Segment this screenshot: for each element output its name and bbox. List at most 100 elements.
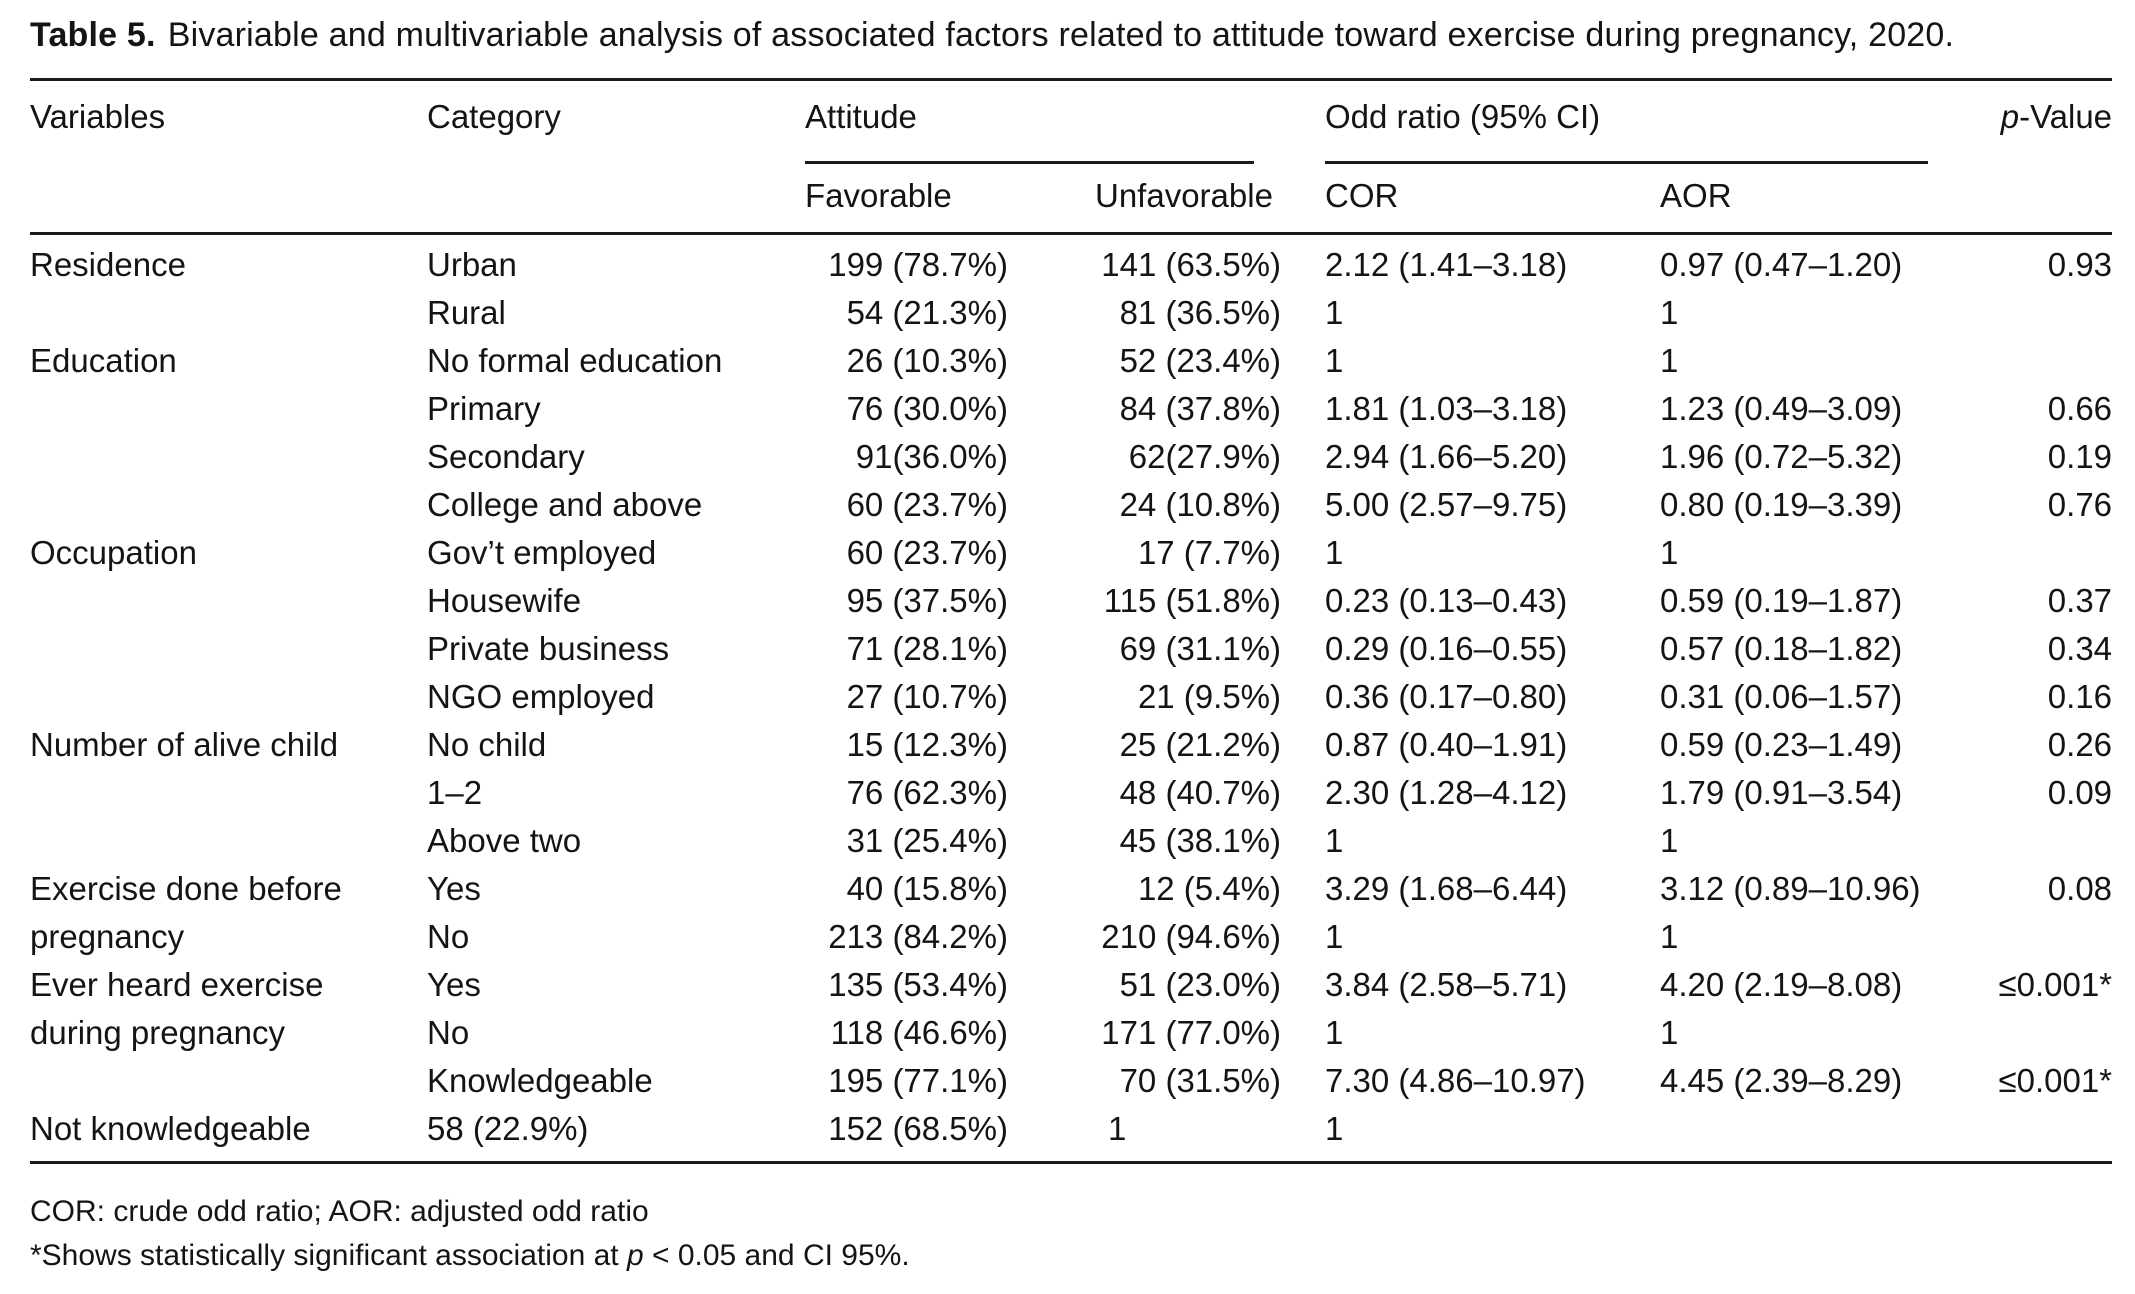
table-cell xyxy=(30,769,427,817)
col-header-favorable: Favorable xyxy=(805,164,1050,235)
table-cell: 69 (31.1%) xyxy=(1119,630,1282,667)
table-cell xyxy=(30,385,427,433)
table-cell: Yes xyxy=(427,870,481,907)
table-cell xyxy=(30,577,427,625)
table-cell: 195 (77.1%) xyxy=(828,1062,1008,1099)
table-cell: 60 (23.7%) xyxy=(846,534,1008,571)
table-cell: 1 xyxy=(1050,1105,1326,1164)
table-cell xyxy=(30,625,427,673)
table-cell: 210 (94.6%) xyxy=(1101,918,1282,955)
table-cell: 3.84 (2.58–5.71) xyxy=(1325,966,1568,1003)
table-cell: 152 (68.5%) xyxy=(805,1105,1050,1164)
table-cell: 115 (51.8%) xyxy=(1103,582,1282,619)
table-cell: 1 xyxy=(1660,822,1679,859)
table-cell xyxy=(1975,817,2112,865)
table-cell: No formal education xyxy=(427,342,723,379)
table-row: Primary 76 (30.0%) 84 (37.8%) 1.81 (1.03–3.… xyxy=(30,385,2112,433)
table-cell: 1 xyxy=(1325,294,1344,331)
p-value-italic-p: p xyxy=(2000,98,2020,135)
p-value-suffix: -Value xyxy=(2019,98,2113,135)
table-cell: 1 xyxy=(1660,294,1679,331)
table-cell: 95 (37.5%) xyxy=(846,582,1008,619)
table-cell xyxy=(30,673,427,721)
odd-ratio-group-label: Odd ratio (95% CI) xyxy=(1325,98,1601,135)
table-cell: Ever heard exercise xyxy=(30,966,324,1003)
table-cell: 199 (78.7%) xyxy=(828,246,1008,283)
table-cell: Occupation xyxy=(30,534,197,571)
table-cell: 1.79 (0.91–3.54) xyxy=(1660,774,1903,811)
table-cell xyxy=(1975,529,2112,577)
table-cell: NGO employed xyxy=(427,678,655,715)
table-row: Private business 71 (28.1%) 69 (31.1%) 0.29… xyxy=(30,625,2112,673)
header-sub-row: Favorable Unfavorable COR AOR xyxy=(30,164,2113,235)
header-spacer-p-value xyxy=(1975,164,2113,235)
table-cell: 27 (10.7%) xyxy=(846,678,1008,715)
table-cell: Urban xyxy=(427,246,517,283)
table-cell: 2.94 (1.66–5.20) xyxy=(1325,438,1568,475)
table-row: Exercise done before Yes 40 (15.8%) 12 (5.4… xyxy=(30,865,2112,913)
table-cell: 1 xyxy=(1325,342,1344,379)
table-cell: 1.96 (0.72–5.32) xyxy=(1660,438,1903,475)
table-row: pregnancy No 213 (84.2%) 210 (94.6%) 1 1 xyxy=(30,913,2112,961)
footnote-significance: *Shows statistically significant associa… xyxy=(30,1234,2112,1278)
footnote-significance-pre: *Shows statistically significant associa… xyxy=(30,1239,627,1272)
table-cell: No xyxy=(427,1014,470,1051)
table-row: Rural 54 (21.3%) 81 (36.5%) 1 1 xyxy=(30,289,2112,337)
table-cell xyxy=(1975,289,2112,337)
table-cell: 0.16 xyxy=(2047,678,2113,715)
table-cell: Education xyxy=(30,342,177,379)
table-cell: Secondary xyxy=(427,438,585,475)
col-header-cor: COR xyxy=(1325,164,1661,235)
col-header-p-value: p-Value xyxy=(1975,80,2112,165)
table-row: Ever heard exercise Yes 135 (53.4%) 51 (23.… xyxy=(30,961,2112,1009)
table-row: 1–2 76 (62.3%) 48 (40.7%) 2.30 (1.28–4.12) 1… xyxy=(30,769,2112,817)
col-header-category: Category xyxy=(427,98,561,135)
table-cell: ≤0.001* xyxy=(1998,966,2113,1003)
table-row: Number of alive child No child 15 (12.3%) 2… xyxy=(30,721,2112,769)
header-group-row: Variables Category Attitude Odd ratio (9… xyxy=(30,80,2112,165)
table-cell: 213 (84.2%) xyxy=(828,918,1008,955)
table-cell: College and above xyxy=(427,486,703,523)
table-cell: ≤0.001* xyxy=(1998,1062,2113,1099)
table-row: during pregnancy No 118 (46.6%) 171 (77.0%)… xyxy=(30,1009,2112,1057)
table-cell: Gov’t employed xyxy=(427,534,657,571)
table-cell: 1 xyxy=(1325,918,1344,955)
table-caption-label: Table 5. xyxy=(30,16,156,54)
table-cell: 40 (15.8%) xyxy=(846,870,1008,907)
table-cell: No child xyxy=(427,726,547,763)
table-cell: 5.00 (2.57–9.75) xyxy=(1325,486,1568,523)
table-row: NGO employed 27 (10.7%) 21 (9.5%) 0.36 (0.1… xyxy=(30,673,2112,721)
table-cell: 91(36.0%) xyxy=(855,438,1008,475)
table-cell: 81 (36.5%) xyxy=(1119,294,1282,331)
attitude-group-label: Attitude xyxy=(805,98,917,135)
table-cell xyxy=(30,289,427,337)
table-cell: 1 xyxy=(1660,342,1679,379)
table-cell: 3.29 (1.68–6.44) xyxy=(1325,870,1568,907)
table-cell: 52 (23.4%) xyxy=(1119,342,1282,379)
table-cell: 71 (28.1%) xyxy=(846,630,1008,667)
table-cell: 70 (31.5%) xyxy=(1119,1062,1282,1099)
table-cell: Not knowledgeable xyxy=(30,1105,427,1164)
table-cell xyxy=(1975,337,2112,385)
footnote-abbreviations: COR: crude odd ratio; AOR: adjusted odd … xyxy=(30,1195,649,1228)
table-cell: 0.08 xyxy=(2047,870,2113,907)
table-cell xyxy=(1975,913,2112,961)
table-cell: 2.12 (1.41–3.18) xyxy=(1325,246,1568,283)
table-cell: 0.59 (0.23–1.49) xyxy=(1660,726,1903,763)
table-cell: 0.19 xyxy=(2047,438,2113,475)
table-cell: 0.80 (0.19–3.39) xyxy=(1660,486,1903,523)
table-cell: 0.23 (0.13–0.43) xyxy=(1325,582,1568,619)
table-cell: 4.20 (2.19–8.08) xyxy=(1660,966,1903,1003)
col-header-unfavorable: Unfavorable xyxy=(1050,164,1326,235)
table-cell: 0.37 xyxy=(2047,582,2113,619)
table-cell: Primary xyxy=(427,390,541,427)
table-cell: 1–2 xyxy=(427,774,483,811)
table-cell: 0.93 xyxy=(2047,246,2113,283)
table-cell: Knowledgeable xyxy=(427,1062,653,1099)
table-row: Occupation Gov’t employed 60 (23.7%) 17 (7.… xyxy=(30,529,2112,577)
table-cell: 1 xyxy=(1325,1014,1344,1051)
table-row: College and above 60 (23.7%) 24 (10.8%) 5.0… xyxy=(30,481,2112,529)
table-cell: No xyxy=(427,918,470,955)
table-header: Variables Category Attitude Odd ratio (9… xyxy=(30,80,2113,235)
table-cell: 7.30 (4.86–10.97) xyxy=(1325,1062,1586,1099)
